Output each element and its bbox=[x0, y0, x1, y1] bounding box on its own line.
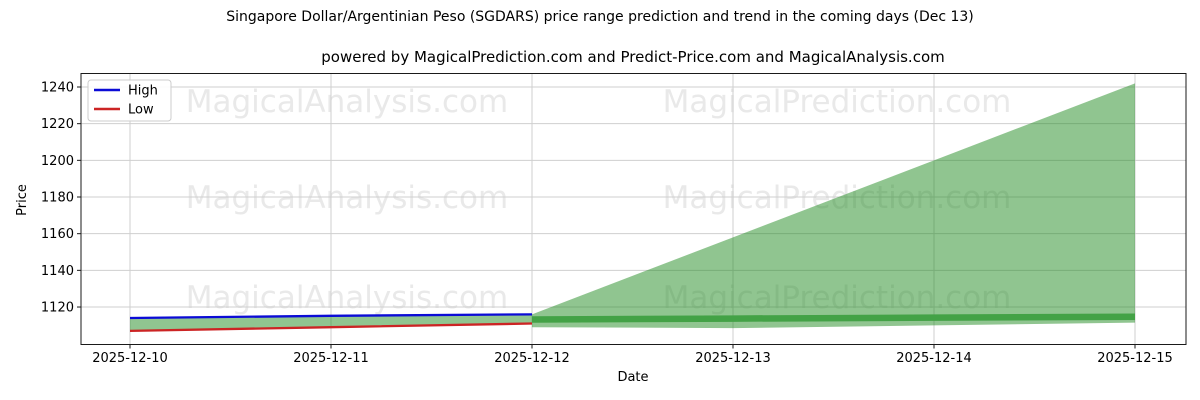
historical-range-band bbox=[130, 314, 532, 331]
y-tick-label: 1220 bbox=[41, 117, 74, 132]
legend-high-label: High bbox=[128, 84, 158, 99]
x-tick-label: 2025-12-13 bbox=[695, 351, 771, 366]
y-tick-label: 1180 bbox=[41, 191, 74, 206]
watermark-text: MagicalAnalysis.com bbox=[186, 280, 508, 316]
y-tick-label: 1140 bbox=[41, 264, 74, 279]
prediction-fan bbox=[532, 83, 1135, 329]
plot-border bbox=[80, 73, 1187, 345]
chart-title: Singapore Dollar/Argentinian Peso (SGDAR… bbox=[226, 9, 974, 25]
watermark-text: MagicalAnalysis.com bbox=[186, 84, 508, 120]
legend-low-label: Low bbox=[128, 103, 154, 118]
y-axis-label: Price bbox=[15, 184, 30, 216]
series-line-predicted-trend bbox=[531, 313, 1136, 323]
y-tick-label: 1120 bbox=[41, 301, 74, 316]
x-tick-label: 2025-12-10 bbox=[92, 351, 168, 366]
x-tick-label: 2025-12-11 bbox=[293, 351, 369, 366]
series-line-high bbox=[129, 313, 533, 320]
plot-area: 2025-12-10 2025-12-11 2025-12-12 2025-12-13… bbox=[41, 73, 1187, 366]
chart-subtitle: powered by MagicalPrediction.com and Pre… bbox=[321, 48, 945, 66]
series-line-low bbox=[129, 322, 533, 333]
y-tick-label: 1200 bbox=[41, 154, 74, 169]
x-tick-label: 2025-12-12 bbox=[494, 351, 570, 366]
watermark-text: MagicalPrediction.com bbox=[663, 84, 1012, 120]
x-tick-label: 2025-12-15 bbox=[1097, 351, 1173, 366]
watermark-text: MagicalAnalysis.com bbox=[186, 180, 508, 216]
y-tick-label: 1160 bbox=[41, 227, 74, 242]
x-tick-label: 2025-12-14 bbox=[896, 351, 972, 366]
tick-marks bbox=[77, 86, 1136, 349]
x-axis-label: Date bbox=[617, 370, 648, 385]
y-tick-label: 1240 bbox=[41, 81, 74, 96]
legend: High Low bbox=[87, 79, 172, 122]
